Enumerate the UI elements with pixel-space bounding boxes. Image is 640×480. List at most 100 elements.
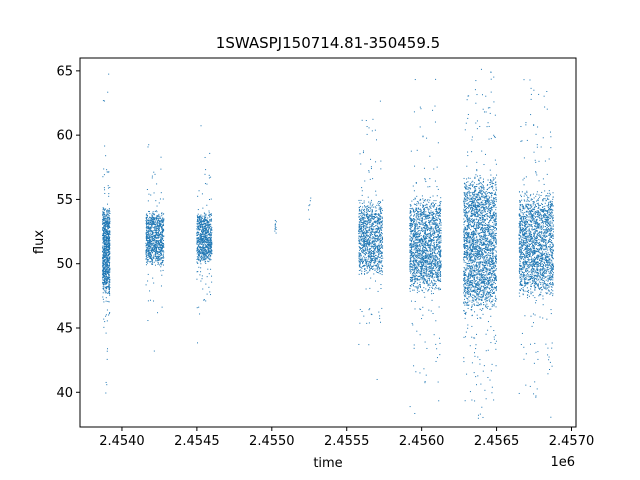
data-point <box>107 273 109 274</box>
data-point <box>377 245 379 247</box>
data-point <box>422 306 424 308</box>
data-point <box>200 233 202 235</box>
data-point <box>162 220 164 222</box>
data-point <box>428 240 430 242</box>
data-point <box>424 240 426 242</box>
data-point <box>147 260 149 262</box>
data-point <box>429 256 431 258</box>
data-point <box>210 255 212 257</box>
data-point <box>104 226 106 228</box>
data-point <box>427 257 429 259</box>
data-point <box>109 279 111 281</box>
data-point <box>208 214 210 216</box>
data-point <box>146 221 148 223</box>
data-point <box>410 272 412 274</box>
data-point <box>380 217 382 219</box>
data-point <box>414 286 416 288</box>
data-point <box>105 268 107 270</box>
data-point <box>198 220 200 222</box>
data-point <box>362 152 364 154</box>
data-point <box>148 236 150 238</box>
data-point <box>203 250 205 252</box>
data-point <box>209 232 211 234</box>
data-point <box>102 260 104 262</box>
data-point <box>204 236 206 238</box>
data-point <box>107 251 109 253</box>
data-point <box>148 236 150 238</box>
data-point <box>378 222 380 224</box>
data-point <box>145 223 147 225</box>
data-point <box>108 241 110 243</box>
data-point <box>374 240 376 242</box>
data-point <box>158 225 160 227</box>
data-point <box>361 202 363 204</box>
data-point <box>431 276 433 278</box>
data-point <box>368 215 370 217</box>
data-point <box>412 256 414 258</box>
data-point <box>371 217 373 219</box>
data-point <box>109 220 111 222</box>
data-point <box>437 271 439 273</box>
data-point <box>145 252 147 254</box>
data-point <box>211 246 213 248</box>
data-point <box>153 240 155 242</box>
data-point <box>365 232 367 234</box>
data-point <box>420 235 422 237</box>
data-point <box>152 256 154 258</box>
data-point <box>375 161 377 163</box>
data-point <box>429 224 431 226</box>
data-point <box>429 240 431 242</box>
data-point <box>366 237 368 239</box>
data-point <box>198 228 200 230</box>
data-point <box>162 249 164 251</box>
data-point <box>412 234 414 236</box>
data-point <box>205 250 207 252</box>
data-point <box>204 215 206 217</box>
data-point <box>207 268 209 270</box>
data-point <box>147 320 149 322</box>
data-point <box>207 227 209 229</box>
data-point <box>414 231 416 233</box>
data-point <box>358 241 360 243</box>
data-point <box>360 255 362 257</box>
data-point <box>107 250 109 252</box>
data-point <box>209 223 211 225</box>
data-point <box>106 265 108 267</box>
data-point <box>364 231 366 233</box>
data-point <box>152 259 154 261</box>
data-point <box>106 218 108 220</box>
data-point <box>203 247 205 249</box>
data-point <box>438 208 440 210</box>
data-point <box>368 220 370 222</box>
data-point <box>153 217 155 219</box>
data-point <box>433 245 435 247</box>
data-point <box>198 244 200 246</box>
data-point <box>421 238 423 240</box>
data-point <box>204 231 206 233</box>
data-point <box>106 384 108 386</box>
data-point <box>359 212 361 214</box>
data-point <box>161 247 163 249</box>
data-point <box>150 216 152 218</box>
data-point <box>158 221 160 223</box>
data-point <box>105 244 107 246</box>
data-point <box>149 223 151 225</box>
data-point <box>410 266 412 268</box>
data-point <box>433 217 435 219</box>
data-point <box>202 207 204 209</box>
data-point <box>414 279 416 281</box>
data-point <box>151 233 153 235</box>
data-point <box>438 273 440 275</box>
data-point <box>158 251 160 253</box>
data-point <box>206 257 208 259</box>
data-point <box>156 233 158 235</box>
data-point <box>199 243 201 245</box>
data-point <box>425 248 427 250</box>
data-point <box>364 245 366 247</box>
data-point <box>362 213 364 215</box>
data-point <box>199 236 201 238</box>
data-point <box>374 213 376 215</box>
data-point <box>102 211 104 213</box>
data-point <box>431 268 433 270</box>
data-point <box>414 247 416 249</box>
